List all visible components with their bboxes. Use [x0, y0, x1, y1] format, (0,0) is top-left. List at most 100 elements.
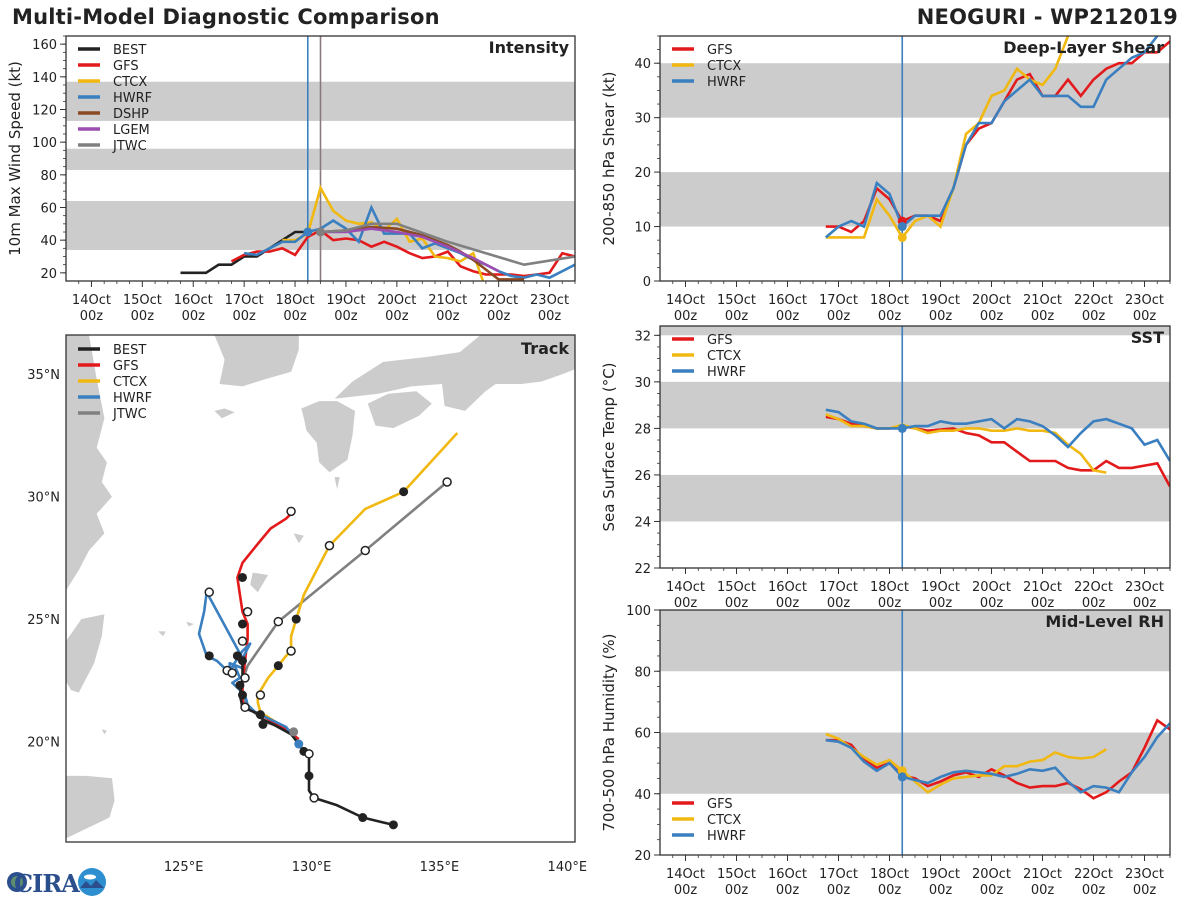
panel-intensity: 2040608010012014016014Oct00z15Oct00z16Oc…: [6, 35, 576, 324]
y-tick-label: 60: [634, 727, 651, 742]
x-tick-label: 15Oct: [717, 867, 756, 882]
legend-label: CTCX: [707, 813, 741, 828]
track-point-open: [242, 607, 253, 617]
x-tick-label: 22Oct: [1074, 293, 1113, 308]
legend-label: CTCX: [113, 375, 147, 390]
x-tick-label: 23Oct: [1125, 867, 1164, 882]
track-line-ctcx: [256, 432, 459, 736]
track-point-open: [304, 749, 314, 759]
x-tick-label: 135°E: [420, 860, 460, 875]
legend-label: HWRF: [113, 391, 152, 406]
track-point-filled: [204, 651, 214, 661]
cira-logo-text: CIRA: [14, 869, 80, 898]
y-tick-label: 80: [40, 169, 57, 184]
page-title: Multi-Model Diagnostic Comparison: [12, 5, 440, 29]
legend-label: GFS: [707, 333, 733, 348]
land-korea: [214, 335, 299, 387]
y-tick-label: 40: [40, 234, 57, 249]
shaded-band: [660, 474, 1170, 522]
series-line-lgem: [320, 227, 500, 273]
globe-logo-icon: [7, 868, 106, 896]
x-tick-sublabel: 00z: [725, 596, 749, 611]
x-tick-sublabel: 00z: [878, 596, 902, 611]
track-point-open: [324, 540, 335, 551]
series-line-ctcx: [825, 732, 1107, 794]
x-tick-sublabel: 00z: [674, 596, 698, 611]
x-tick-label: 16Oct: [768, 293, 807, 308]
legend-label: CTCX: [707, 349, 741, 364]
y-tick-label: 140: [32, 71, 57, 86]
land-jeju: [214, 408, 235, 419]
series-line-dshp: [320, 225, 525, 281]
x-tick-sublabel: 00z: [1082, 596, 1106, 611]
x-tick-label: 21Oct: [1023, 293, 1062, 308]
x-tick-label: 23Oct: [530, 293, 569, 308]
land-china-coast: [66, 335, 112, 591]
x-tick-sublabel: 00z: [827, 883, 851, 898]
x-tick-label: 18Oct: [870, 580, 909, 595]
x-tick-label: 22Oct: [1074, 867, 1113, 882]
panel-title: SST: [1131, 328, 1164, 347]
y-tick-label: 20: [40, 267, 57, 282]
land-honshu: [334, 335, 575, 411]
y-tick-label: 20: [634, 849, 651, 864]
x-tick-label: 21Oct: [428, 293, 467, 308]
x-tick-label: 16Oct: [768, 867, 807, 882]
x-tick-label: 16Oct: [174, 293, 213, 308]
shaded-band: [660, 732, 1170, 794]
x-tick-label: 15Oct: [123, 293, 162, 308]
y-tick-label: 26: [634, 469, 651, 484]
panel-rh: 2040608010014Oct00z15Oct00z16Oct00z17Oct…: [600, 604, 1171, 898]
y-tick-label: 100: [626, 604, 651, 619]
x-tick-label: 18Oct: [870, 867, 909, 882]
y-axis-label: 700-500 hPa Humidity (%): [600, 633, 618, 831]
track-point-open: [360, 545, 371, 556]
track-point-filled: [388, 820, 398, 830]
x-tick-sublabel: 00z: [1082, 309, 1106, 324]
panel-track: 125°E 130°E 135°E 140°E 20°N 25°N 30°N 35°N Trac…: [27, 334, 587, 875]
x-tick-sublabel: 00z: [1031, 596, 1055, 611]
x-tick-sublabel: 00z: [1031, 309, 1055, 324]
track-point-open: [240, 673, 250, 683]
series-line-gfs: [230, 228, 575, 278]
x-tick-sublabel: 00z: [776, 883, 800, 898]
x-tick-sublabel: 00z: [487, 309, 511, 324]
x-tick-sublabel: 00z: [1082, 883, 1106, 898]
y-tick-label: 30°N: [27, 491, 60, 506]
land-okinawa: [250, 572, 269, 593]
x-tick-label: 18Oct: [870, 293, 909, 308]
y-tick-label: 10: [634, 221, 651, 236]
marker-hwrf: [897, 222, 907, 232]
panel-title: Deep-Layer Shear: [1003, 38, 1164, 57]
x-tick-sublabel: 00z: [1133, 883, 1157, 898]
y-tick-label: 30: [634, 112, 651, 127]
x-tick-label: 23Oct: [1125, 580, 1164, 595]
series-line-hwrf: [825, 408, 1170, 462]
track-point-filled: [273, 661, 283, 671]
y-tick-label: 24: [634, 515, 651, 530]
track-point-filled: [255, 710, 265, 720]
x-tick-label: 19Oct: [921, 867, 960, 882]
track-point-open: [442, 477, 452, 487]
y-tick-label: 28: [634, 422, 651, 437]
track-point-open: [286, 506, 296, 517]
legend-label: JTWC: [112, 407, 147, 422]
land-taiwan: [66, 614, 105, 693]
y-tick-label: 80: [634, 665, 651, 680]
x-tick-sublabel: 00z: [674, 309, 698, 324]
x-tick-label: 18Oct: [276, 293, 315, 308]
legend-label: HWRF: [707, 829, 746, 844]
land-amami: [293, 533, 304, 544]
y-tick-label: 100: [32, 136, 57, 151]
x-tick-label: 15Oct: [717, 580, 756, 595]
series-line-best: [180, 230, 308, 275]
x-tick-label: 14Oct: [666, 293, 705, 308]
x-tick-sublabel: 00z: [385, 309, 409, 324]
track-point-filled: [358, 813, 368, 823]
storm-title: NEOGURI - WP212019: [916, 5, 1178, 29]
track-point-open: [237, 636, 248, 646]
